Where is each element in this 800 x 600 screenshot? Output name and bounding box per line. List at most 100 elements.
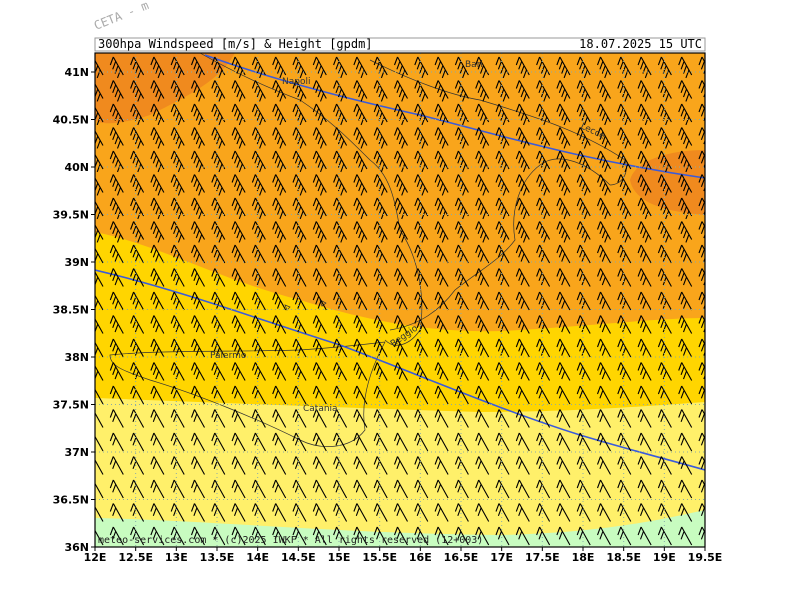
wind-barb bbox=[190, 409, 205, 428]
wind-barb bbox=[515, 526, 530, 546]
wind-barb bbox=[150, 174, 165, 196]
wind-barb bbox=[434, 385, 449, 405]
wind-barb bbox=[617, 174, 632, 196]
wind-barb bbox=[475, 315, 490, 334]
wind-barb bbox=[637, 174, 652, 196]
wind-barb bbox=[657, 244, 672, 264]
wind-barb bbox=[333, 221, 348, 243]
lon-label: 14E bbox=[246, 551, 269, 564]
wind-barb bbox=[353, 197, 368, 220]
lat-label: 40.5N bbox=[53, 114, 89, 127]
wind-barb bbox=[251, 385, 266, 405]
wind-barb bbox=[678, 479, 693, 499]
wind-barb bbox=[536, 291, 551, 311]
wind-barb bbox=[536, 80, 551, 102]
wind-barb bbox=[637, 526, 652, 546]
wind-barb bbox=[657, 80, 672, 102]
wind-barb bbox=[353, 174, 368, 196]
wind-barb bbox=[251, 244, 266, 264]
wind-barb bbox=[657, 291, 672, 311]
lat-label: 41N bbox=[64, 66, 89, 79]
wind-barb bbox=[231, 432, 246, 452]
wind-barb bbox=[292, 221, 307, 243]
wind-barb bbox=[536, 127, 551, 149]
wind-barb bbox=[414, 56, 429, 79]
wind-barb bbox=[95, 458, 104, 475]
wind-barb bbox=[312, 56, 327, 79]
wind-barb bbox=[231, 268, 246, 287]
lon-label: 19E bbox=[653, 551, 676, 564]
wind-barb bbox=[414, 291, 429, 311]
wind-barb bbox=[190, 103, 205, 126]
wind-barb bbox=[272, 409, 287, 428]
wind-barb bbox=[292, 409, 307, 428]
wind-barb bbox=[576, 56, 591, 79]
wind-barb bbox=[475, 338, 490, 358]
wind-barb bbox=[231, 338, 246, 358]
wind-barb bbox=[130, 150, 145, 173]
wind-barb bbox=[434, 150, 449, 173]
lon-label: 13.5E bbox=[200, 551, 235, 564]
wind-barb bbox=[434, 456, 449, 475]
wind-barb bbox=[576, 503, 591, 522]
wind-barb bbox=[536, 362, 551, 381]
wind-barb bbox=[312, 103, 327, 126]
wind-barb bbox=[312, 268, 327, 287]
wind-barb bbox=[495, 103, 510, 126]
wind-barb bbox=[251, 409, 266, 428]
wind-barb bbox=[251, 268, 266, 287]
wind-barb bbox=[312, 503, 327, 522]
wind-barb bbox=[475, 503, 490, 522]
wind-barb bbox=[454, 268, 469, 287]
wind-barb bbox=[434, 291, 449, 311]
wind-barb bbox=[678, 385, 693, 405]
wind-barb bbox=[515, 409, 530, 428]
wind-barb bbox=[109, 338, 124, 358]
wind-barb bbox=[515, 479, 530, 499]
wind-barb bbox=[170, 432, 185, 452]
wind-barb bbox=[170, 80, 185, 102]
wind-barb bbox=[272, 479, 287, 499]
wind-barb bbox=[637, 268, 652, 287]
wind-barb bbox=[231, 409, 246, 428]
wind-barb bbox=[576, 479, 591, 499]
wind-barb bbox=[414, 456, 429, 475]
wind-barb bbox=[475, 56, 490, 79]
wind-barb bbox=[556, 150, 571, 173]
wind-barb bbox=[373, 127, 388, 149]
wind-barb bbox=[130, 338, 145, 358]
wind-barb bbox=[414, 127, 429, 149]
wind-barb bbox=[495, 409, 510, 428]
wind-barb bbox=[272, 268, 287, 287]
wind-barb bbox=[475, 221, 490, 243]
wind-barbs bbox=[95, 56, 705, 546]
wind-barb bbox=[454, 174, 469, 196]
wind-barb bbox=[211, 268, 226, 287]
wind-barb bbox=[596, 127, 611, 149]
wind-barb bbox=[353, 479, 368, 499]
wind-barb bbox=[190, 362, 205, 381]
wind-barb bbox=[576, 409, 591, 428]
wind-barb bbox=[495, 174, 510, 196]
wind-barb bbox=[292, 456, 307, 475]
wind-barb bbox=[698, 385, 705, 399]
wind-barb bbox=[272, 362, 287, 381]
wind-barb bbox=[495, 244, 510, 264]
wind-barb bbox=[231, 150, 246, 173]
lon-label: 12.5E bbox=[118, 551, 153, 564]
wind-barb bbox=[312, 127, 327, 149]
wind-barb bbox=[414, 268, 429, 287]
wind-barb bbox=[312, 221, 327, 243]
wind-barb bbox=[373, 362, 388, 381]
wind-barb bbox=[475, 80, 490, 102]
wind-barb bbox=[393, 174, 408, 196]
wind-barb bbox=[393, 268, 408, 287]
wind-barb bbox=[414, 503, 429, 522]
wind-barb bbox=[475, 362, 490, 381]
wind-barb bbox=[211, 244, 226, 264]
wind-barb bbox=[190, 244, 205, 264]
footer: meteo-services.com * (c)2025 IWKF * All … bbox=[98, 535, 483, 546]
wind-barb bbox=[373, 409, 388, 428]
wind-barb bbox=[130, 409, 145, 428]
